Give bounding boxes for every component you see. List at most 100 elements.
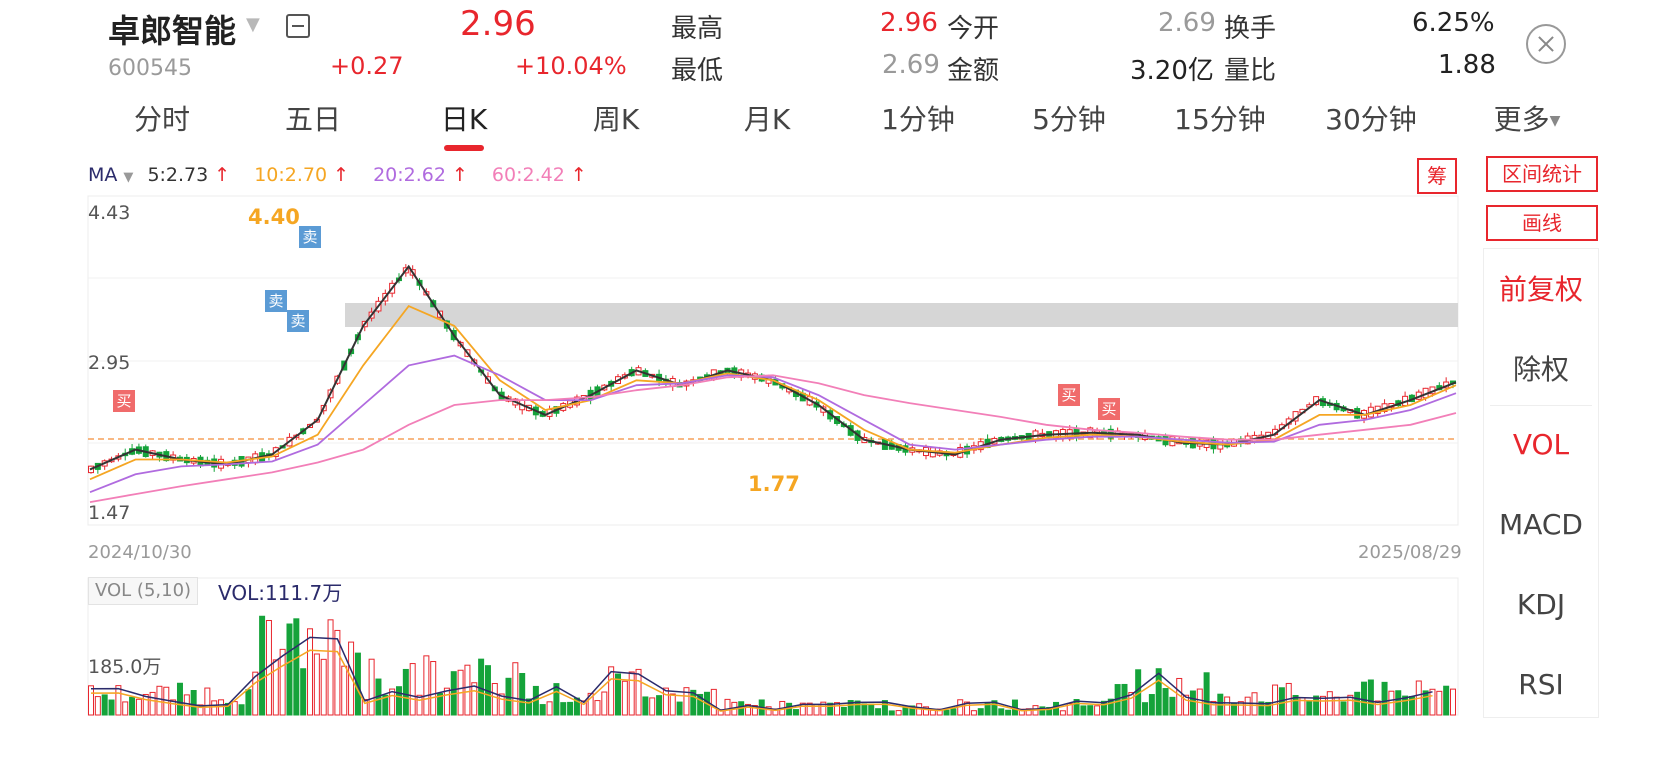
volume-bar (628, 671, 635, 716)
buy-marker[interactable]: 买 (1058, 384, 1080, 406)
volume-bar (231, 701, 238, 716)
axis-low-label: 1.47 (88, 502, 131, 524)
volume-bar (94, 696, 101, 716)
volume-bar (190, 690, 197, 716)
tab-more[interactable]: 更多▼ (1467, 98, 1587, 138)
volume-bar (1189, 690, 1196, 716)
volume-bar (615, 673, 622, 716)
volume-indicator-label[interactable]: VOL (5,10) (88, 577, 199, 605)
close-icon[interactable] (1526, 24, 1566, 64)
arrow-up-icon: ↑ (333, 164, 350, 186)
volume-bars (88, 615, 1456, 716)
volume-bar (669, 693, 676, 716)
arrow-up-icon: ↑ (451, 164, 468, 186)
side-item-vol[interactable]: VOL (1512, 428, 1570, 461)
tab-monthly-k[interactable]: 月K (743, 103, 791, 136)
volume-bar (847, 700, 854, 716)
caret-down-icon[interactable]: ▼ (246, 14, 260, 35)
ma-line-2 (89, 304, 1457, 481)
volume-bar (224, 702, 231, 716)
tab-intraday[interactable]: 分时 (133, 103, 190, 136)
volume-bar (176, 682, 183, 716)
volume-bar (430, 661, 437, 716)
volume-ratio-value: 1.88 (1438, 50, 1496, 80)
tab-5min[interactable]: 5分钟 (1032, 103, 1106, 136)
sell-marker[interactable]: 卖 (265, 290, 287, 312)
volume-bar (197, 704, 204, 716)
low-label: 最低 (671, 56, 724, 86)
volume-bar (135, 698, 142, 716)
volume-bar (751, 705, 758, 716)
volume-bar (1162, 688, 1169, 716)
volume-bar (895, 710, 902, 716)
volume-bar (881, 700, 888, 716)
tab-1min[interactable]: 1分钟 (881, 103, 955, 136)
volume-bar (471, 682, 478, 716)
volume-bar (416, 694, 423, 716)
interval-stats-button[interactable]: 区间统计 (1486, 156, 1598, 192)
ma60-value: 60:2.42 (491, 164, 565, 186)
volume-bar (601, 691, 608, 716)
volume-bar (806, 702, 813, 716)
volume-bar (656, 695, 663, 716)
side-item-forward-adjust[interactable]: 前复权 (1498, 273, 1583, 306)
collapse-button[interactable] (286, 14, 310, 38)
volume-bar (1203, 672, 1210, 716)
volume-bar (279, 648, 286, 716)
volume-bar (1244, 696, 1251, 716)
volume-bar (327, 619, 334, 716)
chip-distribution-button[interactable]: 筹 (1417, 158, 1457, 194)
tab-weekly-k[interactable]: 周K (592, 103, 640, 136)
sell-marker[interactable]: 卖 (287, 310, 309, 332)
buy-marker[interactable]: 买 (113, 390, 135, 412)
volume-bar (799, 702, 806, 716)
volume-bar (108, 699, 115, 716)
buy-marker[interactable]: 买 (1098, 398, 1120, 420)
volume-bar (560, 702, 567, 716)
ma-legend[interactable]: MA ▼ 5:2.73 ↑ 10:2.70 ↑ 20:2.62 ↑ 60:2.42 ↑ (88, 164, 593, 186)
volume-bar (567, 701, 574, 716)
volume-bar (840, 706, 847, 716)
volume-bar (676, 701, 683, 716)
volume-bar (991, 700, 998, 716)
sell-marker[interactable]: 卖 (299, 226, 321, 248)
peak-price-label: 4.40 (248, 205, 300, 229)
volume-bar (1080, 705, 1087, 716)
side-item-kdj[interactable]: KDJ (1516, 588, 1566, 621)
tab-five-day[interactable]: 五日 (284, 103, 341, 136)
ma20-value: 20:2.62 (373, 164, 446, 186)
volume-bar (101, 694, 108, 716)
volume-bar (1367, 679, 1374, 716)
volume-bar (580, 700, 587, 716)
volume-bar (1326, 691, 1333, 716)
axis-high-label: 4.43 (88, 202, 131, 224)
volume-bar (423, 655, 430, 716)
volume-bar (1142, 702, 1149, 716)
side-item-ex-rights[interactable]: 除权 (1512, 353, 1569, 386)
volume-bar (1039, 706, 1046, 716)
price-change-percent: +10.04% (515, 52, 627, 80)
volume-ma5-line (90, 636, 1433, 712)
volume-bar (861, 703, 868, 716)
stock-name[interactable]: 卓郎智能 (108, 12, 237, 50)
volume-bar (1210, 700, 1217, 716)
volume-bar (1443, 685, 1450, 716)
volume-bar (868, 703, 875, 716)
volume-bar (286, 623, 293, 716)
volume-bar (697, 693, 704, 716)
stock-code: 600545 (108, 56, 192, 81)
trough-price-label: 1.77 (748, 472, 800, 496)
tab-30min[interactable]: 30分钟 (1325, 103, 1417, 136)
caret-down-icon[interactable]: ▼ (123, 170, 134, 185)
tab-15min[interactable]: 15分钟 (1174, 103, 1266, 136)
volume-bar (690, 689, 697, 716)
side-item-macd[interactable]: MACD (1499, 508, 1583, 541)
volume-bar (211, 700, 218, 716)
volume-bar (1381, 681, 1388, 716)
draw-line-button[interactable]: 画线 (1486, 205, 1598, 241)
side-item-rsi[interactable]: RSI (1518, 668, 1564, 701)
volume-axis-label: 185.0万 (88, 656, 162, 678)
volume-bar (218, 699, 225, 716)
tab-daily-k[interactable]: 日K (440, 103, 488, 136)
